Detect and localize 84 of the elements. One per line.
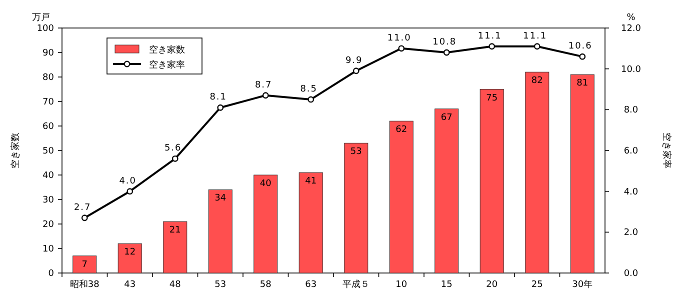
bar — [72, 256, 97, 274]
y-tick-label: 30 — [42, 196, 54, 206]
y2-tick-label: 2.0 — [624, 228, 638, 238]
data-label: 5.6 — [164, 144, 182, 154]
bar — [298, 172, 323, 274]
y-tick-label: 100 — [36, 24, 54, 34]
y-tick-label: 20 — [42, 220, 54, 230]
y2-tick-label: 6.0 — [624, 146, 638, 156]
y-tick-label: 70 — [42, 98, 54, 108]
data-label: 21 — [169, 226, 181, 236]
y2-tick-label: 8.0 — [624, 106, 638, 116]
y-tick-label: 40 — [42, 171, 54, 181]
point — [217, 104, 224, 111]
point — [262, 92, 269, 99]
point — [398, 45, 405, 52]
x-tick-label: 43 — [124, 280, 136, 290]
x-tick-label: 30年 — [572, 279, 593, 290]
text: 万戸 — [32, 13, 50, 23]
y-tick-label: 50 — [42, 146, 54, 156]
y-axis-title: 空き家数 — [10, 132, 21, 168]
legend-label: 空き家率 — [149, 60, 185, 70]
data-label: 8.7 — [254, 80, 272, 90]
point — [579, 53, 586, 60]
bar — [344, 142, 368, 274]
bar — [389, 120, 414, 274]
data-label: 9.9 — [345, 56, 363, 66]
x-tick-label: 25 — [531, 280, 543, 290]
x-tick-label: 平成５ — [342, 279, 370, 290]
legend-label: 空き家数 — [149, 44, 185, 56]
data-label: 8.1 — [210, 92, 228, 103]
bar — [434, 108, 459, 274]
x-tick-label: 20 — [486, 280, 498, 290]
data-label: 62 — [396, 125, 408, 136]
y2-tick-label: 10.0 — [620, 64, 642, 75]
data-label: 11.0 — [387, 33, 412, 44]
data-label: 40 — [260, 179, 272, 189]
bar — [254, 174, 278, 274]
point — [352, 68, 360, 74]
data-label: 41 — [305, 176, 317, 187]
x-tick-label: 10 — [396, 280, 408, 290]
text: % — [626, 13, 636, 23]
point — [534, 43, 540, 50]
data-label: 2.7 — [74, 202, 92, 213]
bar — [480, 89, 504, 274]
data-label: 10.6 — [568, 42, 592, 52]
y2-tick-label: 0.0 — [624, 269, 638, 279]
point — [488, 43, 496, 50]
data-label: 4.0 — [119, 176, 137, 186]
data-label: 75 — [486, 93, 498, 104]
point — [308, 96, 314, 103]
x-tick-label: 15 — [440, 280, 452, 290]
y2-tick-label: 12.0 — [620, 24, 642, 34]
y-tick-label: 90 — [42, 48, 54, 58]
point — [443, 49, 450, 56]
point — [172, 155, 178, 162]
data-label: 11.1 — [478, 31, 502, 42]
x-tick-label: 63 — [305, 280, 317, 290]
bar — [570, 74, 594, 274]
x-tick-label: 昭和38 — [70, 279, 100, 290]
data-label: 34 — [214, 194, 226, 204]
y-tick-label: 0 — [48, 269, 54, 279]
y-tick-label: 10 — [42, 244, 54, 254]
point — [81, 214, 88, 222]
y-tick-label: 60 — [42, 122, 54, 132]
x-tick-label: 58 — [260, 280, 272, 290]
bar — [163, 221, 188, 274]
y-tick-label: 80 — [42, 73, 54, 83]
data-label: 81 — [576, 78, 588, 89]
x-tick-label: 53 — [214, 280, 226, 290]
bar — [525, 72, 550, 274]
data-label: 7 — [82, 260, 88, 270]
y2-tick-label: 4.0 — [624, 187, 638, 198]
x-tick-label: 48 — [169, 280, 182, 290]
data-label: 82 — [531, 76, 543, 86]
data-label: 67 — [440, 112, 452, 123]
bar — [118, 243, 142, 274]
data-label: 8.5 — [300, 84, 318, 94]
data-label: 12 — [124, 248, 136, 258]
data-label: 11.1 — [523, 31, 548, 42]
data-label: 53 — [350, 147, 362, 158]
y2-axis-title: 空き家率 — [661, 132, 672, 168]
data-label: 10.8 — [432, 38, 457, 48]
bar — [208, 189, 232, 274]
point — [126, 188, 134, 195]
